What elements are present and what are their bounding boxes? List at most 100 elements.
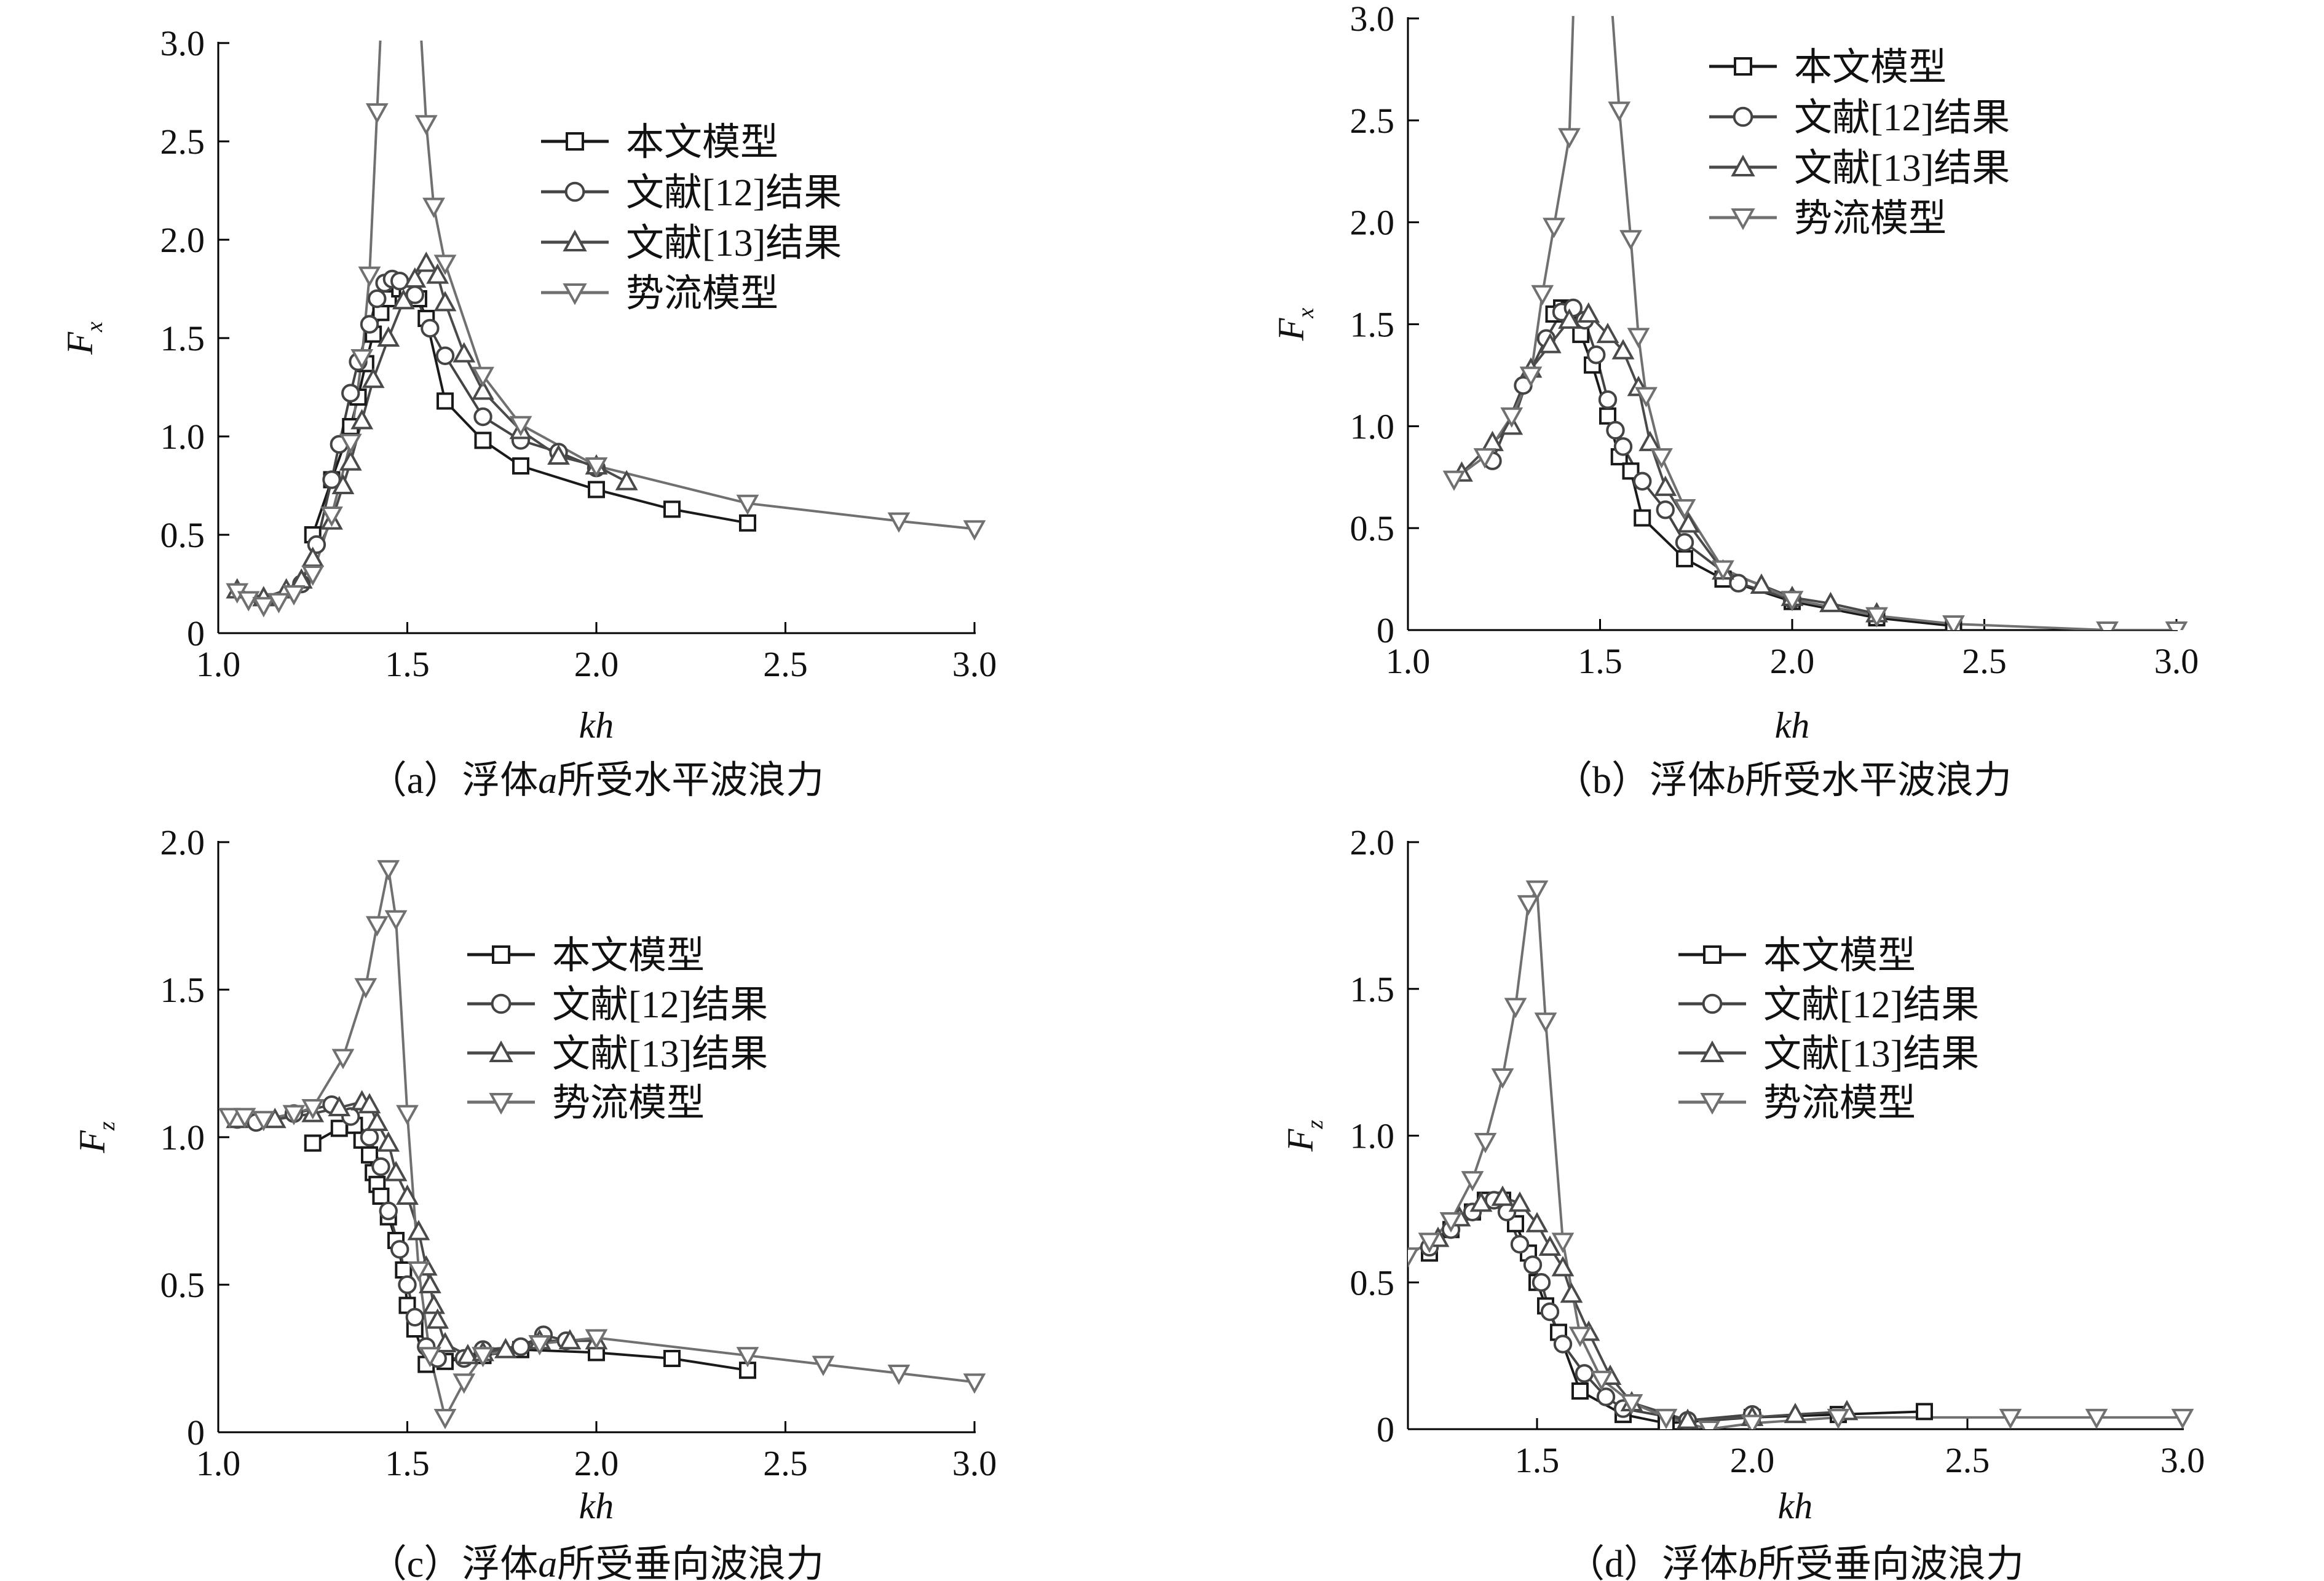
data-point-series-1 (1553, 1335, 1573, 1354)
legend-marker (489, 1040, 513, 1062)
chart-panel-b: 0 0.5 1.0 1.5 2.0 2.5 3.0 1.0 1.5 2.0 2.5 3.0 kh Fx 本文… (1271, 0, 2199, 802)
data-point-series-3 (963, 1373, 986, 1394)
y-tick-label: 1.0 (1350, 1116, 1395, 1156)
data-point-series-0 (739, 514, 756, 532)
data-point-series-3 (419, 1347, 441, 1368)
data-point-series-3 (472, 1347, 494, 1368)
legend-marker (1733, 106, 1753, 127)
data-point-series-3 (433, 254, 457, 275)
legend-marker (564, 181, 585, 202)
data-point-series-1 (360, 1127, 379, 1147)
data-point-series-3 (1504, 998, 1527, 1019)
x-tick-label: 2.0 (574, 1443, 619, 1483)
data-point-series-3 (1519, 366, 1543, 387)
data-point-series-3 (396, 1105, 419, 1126)
y-tick-label: 2.0 (1350, 822, 1395, 862)
y-axis-label: Fz (1280, 1120, 1328, 1153)
data-point-series-0 (1571, 1382, 1589, 1400)
data-point-series-2 (1577, 302, 1600, 323)
y-axis-label-subscript: z (1302, 1120, 1328, 1130)
y-tick-label: 1.5 (160, 318, 205, 358)
data-point-series-2 (384, 1161, 408, 1181)
data-point-series-3 (2165, 621, 2188, 630)
legend-marker (1703, 945, 1721, 964)
y-tick-label: 0.5 (160, 515, 205, 555)
data-point-series-3 (2171, 1408, 2194, 1429)
data-point-series-2 (426, 1308, 449, 1329)
chart-panel-a: 0 0.5 1.0 1.5 2.0 2.5 3.0 1.0 1.5 2.0 2.5 3.0 kh Fx 本文… (60, 23, 997, 802)
data-point-series-2 (1676, 1408, 1699, 1429)
data-point-series-2 (377, 1131, 400, 1152)
data-point-series-3 (1673, 499, 1696, 520)
data-point-series-3 (812, 1355, 835, 1376)
data-point-series-2 (1538, 1235, 1562, 1256)
data-point-series-3 (339, 433, 362, 454)
data-point-series-2 (1677, 512, 1700, 533)
y-tick-label: 2.0 (160, 220, 205, 260)
data-point-series-1 (1523, 1255, 1543, 1274)
data-point-series-3 (1558, 128, 1581, 149)
y-tick-label: 0.5 (1350, 1263, 1395, 1303)
data-point-series-3 (1698, 1421, 1721, 1429)
data-point-series-3 (1439, 1212, 1463, 1233)
series-line-0 (1428, 1199, 1925, 1425)
data-point-series-3 (414, 115, 438, 136)
y-tick-label: 0 (1377, 1409, 1394, 1449)
data-point-series-2 (350, 409, 374, 430)
data-point-series-3 (422, 197, 445, 218)
data-point-series-3 (365, 103, 389, 124)
data-point-series-0 (1599, 407, 1616, 425)
data-point-series-3 (1474, 1133, 1497, 1154)
data-point-series-3 (377, 860, 400, 881)
data-point-series-3 (887, 1365, 911, 1386)
x-tick-label: 2.5 (1962, 641, 2007, 681)
data-point-series-1 (1510, 1234, 1530, 1254)
y-tick-label: 1.0 (160, 417, 205, 457)
legend-entry-label: 势流模型 (626, 273, 778, 315)
legend-marker (491, 993, 512, 1014)
caption-prefix: （d）浮体 (1567, 1544, 1738, 1581)
data-point-series-3 (2096, 621, 2119, 630)
y-tick-label: 1.5 (1350, 305, 1395, 345)
legend-marker (492, 945, 510, 964)
y-tick-label: 0 (187, 1413, 205, 1453)
x-tick-label: 1.5 (1515, 1440, 1560, 1480)
data-point-series-2 (358, 1093, 381, 1114)
data-point-series-3 (1619, 230, 1642, 251)
data-point-series-1 (1613, 437, 1633, 456)
y-tick-label: 2.5 (160, 122, 205, 162)
data-point-series-1 (511, 1337, 531, 1357)
data-point-series-3 (1827, 1408, 1850, 1429)
series-line-3 (236, 41, 975, 607)
x-axis-label: kh (1775, 705, 1810, 746)
legend-entry-label: 势流模型 (1763, 1082, 1916, 1124)
series-line-2 (1461, 312, 1877, 615)
data-point-series-3 (282, 585, 306, 606)
data-point-series-2 (1654, 475, 1677, 496)
data-point-series-1 (1598, 390, 1618, 409)
legend-marker (1734, 57, 1752, 76)
data-point-series-3 (354, 978, 377, 999)
data-point-series-3 (1590, 1370, 1613, 1391)
data-point-series-3 (1999, 1408, 2022, 1429)
data-point-series-3 (1781, 591, 1804, 612)
caption-italic-letter: a (538, 760, 557, 802)
data-point-series-2 (558, 1329, 582, 1350)
y-axis-label-subscript: z (94, 1121, 120, 1131)
data-point-series-2 (1638, 430, 1662, 451)
legend-entry-label: 本文模型 (1794, 47, 1947, 89)
data-point-series-3 (1865, 607, 1888, 628)
data-point-series-3 (1461, 1171, 1484, 1192)
data-point-series-3 (1608, 101, 1631, 122)
data-point-series-3 (509, 416, 532, 436)
data-point-series-2 (419, 1272, 441, 1293)
legend-entry-label: 本文模型 (1763, 935, 1916, 977)
y-tick-label: 1.5 (160, 970, 205, 1010)
data-point-series-1 (1729, 574, 1748, 593)
data-point-series-3 (1650, 448, 1673, 469)
y-axis-label-main: F (1280, 1128, 1321, 1152)
data-point-series-2 (615, 470, 638, 491)
legend-entry-label: 文献[12]结果 (626, 172, 842, 214)
data-point-series-2 (339, 450, 362, 471)
y-tick-label: 0.5 (1350, 508, 1395, 548)
